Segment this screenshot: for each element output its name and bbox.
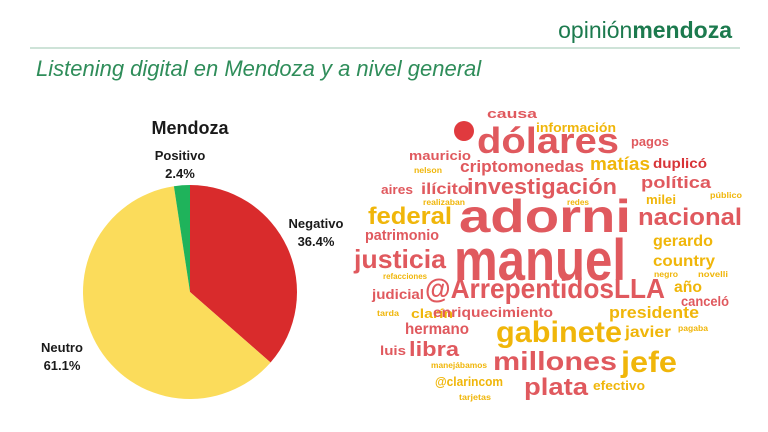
word: realizaban: [423, 198, 465, 207]
slice-value: 2.4%: [165, 166, 195, 181]
word: manejábamos: [431, 361, 488, 370]
word: plata: [524, 374, 589, 401]
dot-decoration: [454, 121, 474, 141]
word: tarjetas: [459, 393, 492, 402]
word: luis: [380, 343, 406, 358]
word: pagaba: [678, 324, 709, 333]
word: ilícito: [421, 181, 469, 198]
word: matías: [590, 154, 650, 174]
word: milei: [646, 192, 676, 207]
word: clarín: [411, 306, 453, 321]
slice-value: 61.1%: [44, 358, 81, 373]
word: mauricio: [409, 148, 471, 163]
brand-bold: mendoza: [632, 17, 732, 43]
word: @ArrepentidosLLA: [425, 273, 665, 304]
pie: Negativo 36.4% Neutro 61.1% Positivo 2.4%: [41, 148, 344, 399]
word: público: [710, 191, 742, 200]
word: judicial: [371, 286, 424, 302]
slice-label: Positivo: [155, 148, 206, 163]
word: enriquecimiento: [433, 304, 553, 320]
word: información: [536, 120, 616, 135]
word: justicia: [353, 244, 447, 274]
pie-slice: [83, 186, 271, 399]
page-title: Listening digital en Mendoza y a nivel g…: [36, 56, 482, 81]
word: duplicó: [653, 155, 707, 171]
word: presidente: [609, 303, 699, 322]
word: patrimonio: [365, 227, 439, 244]
word: tarda: [377, 309, 400, 318]
word: negro: [654, 270, 678, 279]
brand-light: opinión: [558, 17, 632, 43]
word: causa: [487, 106, 538, 121]
word: jefe: [620, 346, 677, 379]
word: pagos: [631, 134, 669, 149]
word: gerardo: [653, 233, 713, 250]
word: javier: [624, 324, 671, 341]
word: novelli: [698, 270, 728, 279]
pie-slice: [190, 185, 297, 363]
word: country: [653, 253, 715, 270]
word: gabinete: [496, 316, 622, 349]
word: investigación: [467, 174, 617, 199]
word: redes: [567, 198, 590, 207]
slice-value: 36.4%: [298, 234, 335, 249]
word: refacciones: [383, 272, 428, 281]
word: aires: [381, 182, 413, 197]
word: millones: [493, 346, 617, 376]
word: libra: [409, 339, 460, 361]
word: política: [641, 173, 712, 192]
slice-label: Neutro: [41, 340, 83, 355]
word: federal: [368, 203, 452, 230]
word: adorni: [459, 190, 631, 242]
word: año: [674, 279, 702, 296]
word: criptomonedas: [460, 157, 584, 176]
chart-title: Mendoza: [151, 118, 229, 138]
word: dólares: [477, 120, 619, 161]
word: @clarincom: [435, 374, 503, 389]
word: efectivo: [593, 378, 645, 393]
word: nacional: [638, 204, 742, 231]
word: hermano: [405, 321, 469, 338]
word: nelson: [414, 166, 442, 175]
brand: opiniónmendoza: [558, 17, 732, 43]
slice-label: Negativo: [289, 216, 344, 231]
word: canceló: [681, 293, 729, 309]
word: manuel: [454, 228, 626, 293]
pie-slice: [173, 185, 190, 292]
